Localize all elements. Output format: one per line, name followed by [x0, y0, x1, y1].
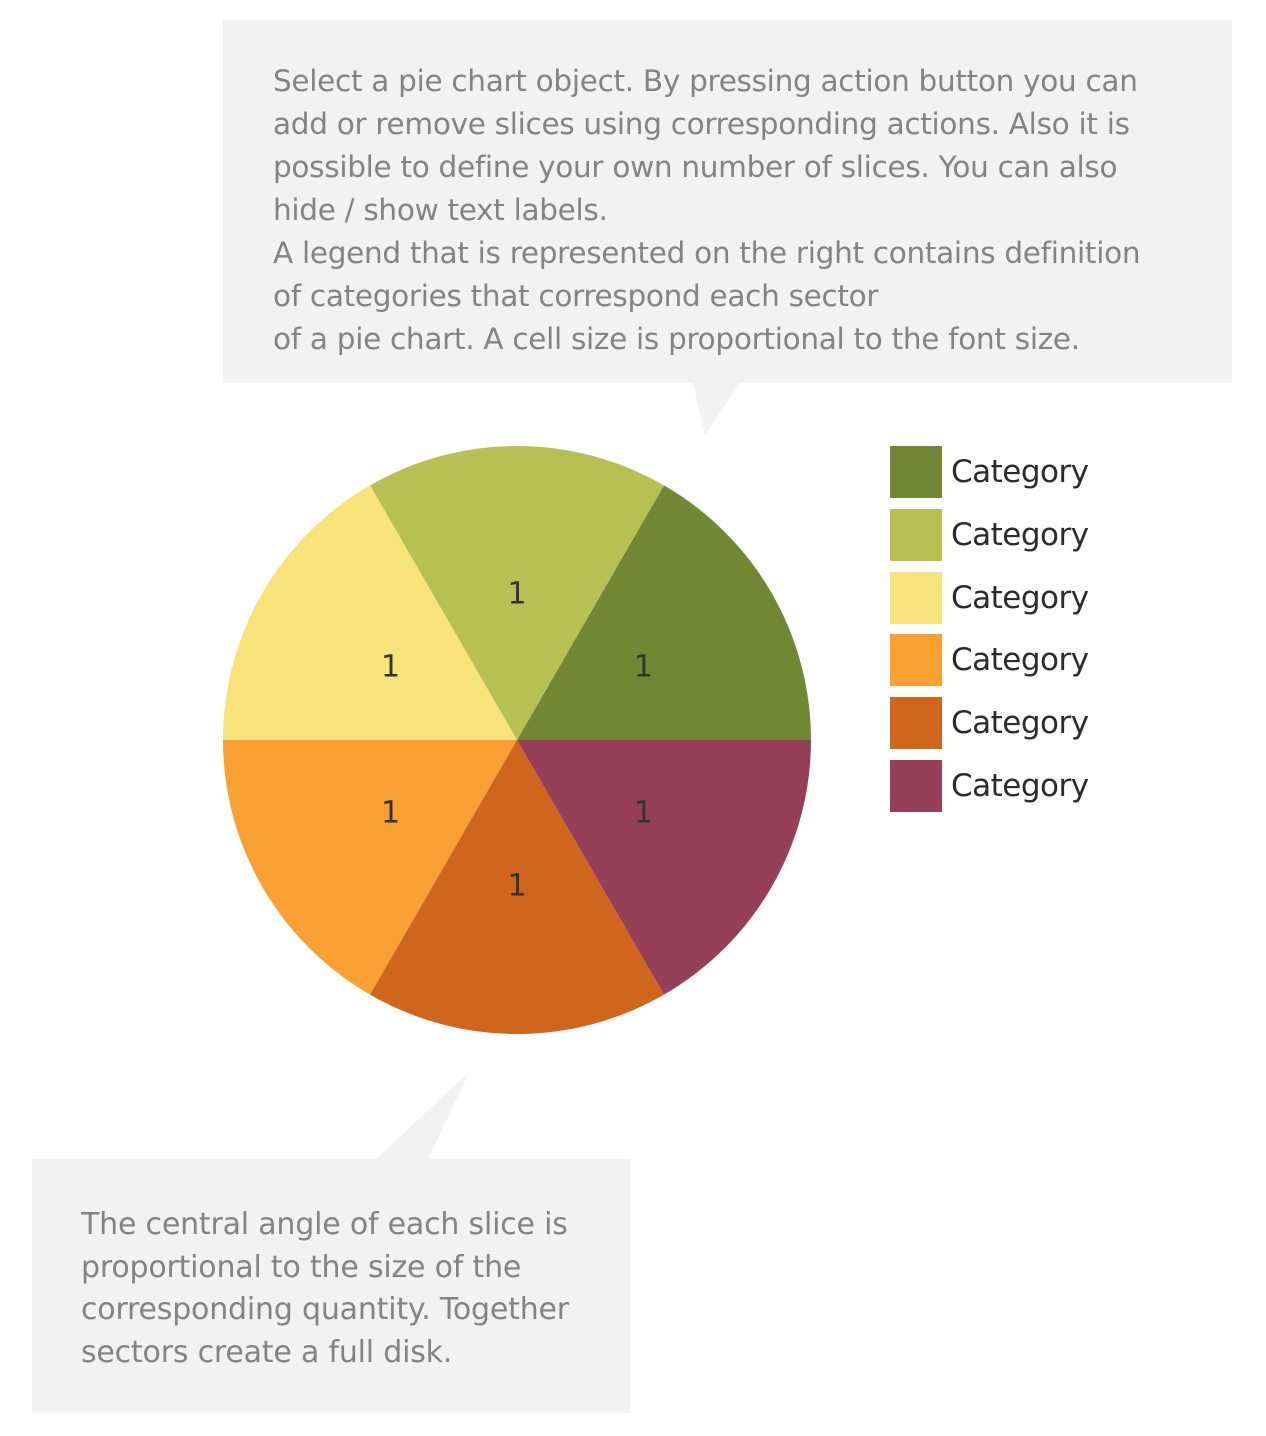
legend-item: Category — [890, 759, 1089, 812]
legend-swatch — [890, 446, 942, 498]
bottom-callout-line: proportional to the size of the — [81, 1249, 522, 1285]
legend-label: Category — [951, 454, 1089, 490]
top-callout-line: A legend that is represented on the righ… — [273, 236, 1141, 270]
legend-label: Category — [951, 642, 1089, 679]
legend-swatch — [890, 634, 942, 687]
pie-slice[interactable] — [223, 740, 517, 995]
pie-slice[interactable] — [223, 485, 517, 740]
legend-item: Category — [890, 446, 1089, 498]
top-callout-line: add or remove slices using corresponding… — [273, 107, 1130, 141]
pie-slice[interactable] — [517, 485, 811, 740]
legend-swatch — [890, 508, 942, 561]
top-callout-line: of categories that correspond each secto… — [273, 279, 879, 313]
bottom-callout: The central angle of each slice is propo… — [32, 1159, 630, 1413]
top-callout-line: hide / show text labels. — [273, 193, 608, 227]
legend-label: Category — [951, 767, 1089, 804]
top-callout-line: possible to define your own number of sl… — [273, 150, 1118, 184]
legend-item: Category — [890, 571, 1089, 624]
slice-value-label: 1 — [507, 868, 527, 904]
top-callout: Select a pie chart object. By pressing a… — [223, 20, 1232, 383]
legend-swatch — [890, 697, 942, 750]
legend: Category Category Category Category Cate… — [890, 446, 1089, 823]
legend-item: Category — [890, 697, 1089, 750]
slice-value-label: 1 — [633, 795, 653, 831]
legend-label: Category — [951, 516, 1089, 553]
bottom-callout-line: corresponding quantity. Together — [81, 1292, 569, 1327]
legend-item: Category — [890, 508, 1089, 561]
legend-label: Category — [951, 579, 1089, 616]
pie-slice[interactable] — [370, 740, 664, 1034]
legend-label: Category — [951, 705, 1089, 742]
legend-item: Category — [890, 634, 1089, 687]
top-callout-line: Select a pie chart object. By pressing a… — [273, 64, 1138, 98]
pie-slice[interactable] — [517, 740, 811, 995]
bottom-callout-line: The central angle of each slice is — [81, 1207, 568, 1242]
legend-swatch — [890, 571, 942, 624]
slice-value-label: 1 — [381, 649, 401, 685]
bottom-callout-line: sectors create a full disk. — [81, 1334, 453, 1370]
slice-value-label: 1 — [381, 795, 401, 831]
top-callout-line: of a pie chart. A cell size is proportio… — [273, 322, 1080, 356]
slice-value-label: 1 — [633, 649, 653, 685]
pie-slice[interactable] — [370, 445, 664, 740]
legend-swatch — [890, 759, 942, 812]
slice-value-label: 1 — [507, 576, 527, 612]
